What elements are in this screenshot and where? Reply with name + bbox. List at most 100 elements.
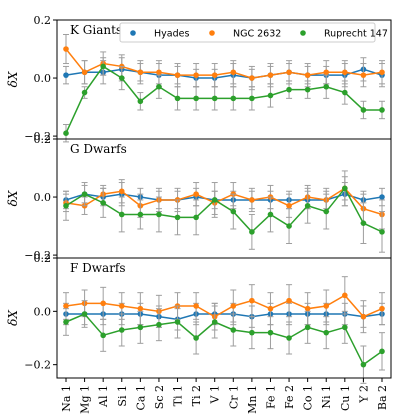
series-ngc-2632 xyxy=(63,34,385,91)
x-tick-label: Sc 2 xyxy=(153,385,166,409)
data-point xyxy=(249,197,255,203)
data-point xyxy=(193,191,199,197)
legend-label: Ruprecht 147 xyxy=(324,29,388,40)
x-tick-label: Cu 1 xyxy=(339,385,352,411)
data-point xyxy=(156,211,162,218)
legend: Hyades NGC 2632 Ruprecht 147 xyxy=(119,22,388,43)
panel-title: F Dwarfs xyxy=(70,261,126,275)
data-point xyxy=(81,89,88,96)
y-tick-label: −0.2 xyxy=(24,130,51,143)
panels: −0.2 0.0 0.2 δX K Giants −0.2 0.0 0.2 δX G Dwarfs… xyxy=(6,14,392,384)
data-point xyxy=(286,297,292,304)
y-tick-label: 0.0 xyxy=(34,72,52,85)
data-point xyxy=(63,130,69,136)
data-point xyxy=(342,185,348,192)
data-point xyxy=(100,63,106,70)
data-point xyxy=(230,327,237,333)
data-point xyxy=(379,305,385,312)
data-point xyxy=(118,327,125,333)
data-point xyxy=(156,83,162,90)
data-point xyxy=(156,321,162,328)
data-point xyxy=(323,303,330,309)
data-point xyxy=(379,107,385,113)
y-tick-label: −0.2 xyxy=(24,359,51,372)
legend-marker xyxy=(300,30,306,36)
data-point xyxy=(63,202,69,209)
data-point xyxy=(342,69,348,76)
data-point xyxy=(286,202,292,209)
data-point xyxy=(342,89,348,96)
data-point xyxy=(174,319,181,325)
data-point xyxy=(118,75,125,81)
y-tick-label: 0.0 xyxy=(34,191,52,204)
series-line xyxy=(65,187,383,216)
data-point xyxy=(267,329,274,336)
x-tick-label: Mn 1 xyxy=(246,385,259,414)
data-point xyxy=(342,324,348,331)
data-point xyxy=(118,303,125,309)
legend-label: NGC 2632 xyxy=(233,29,281,40)
data-point xyxy=(249,95,255,102)
data-point xyxy=(267,92,274,99)
series-ruprecht-147 xyxy=(63,170,385,253)
panel-frame xyxy=(56,257,392,379)
x-tick-label: Ni 1 xyxy=(320,385,333,409)
x-tick-label: Cr 1 xyxy=(227,385,240,409)
data-point xyxy=(137,211,144,218)
data-point xyxy=(379,69,385,76)
data-point xyxy=(304,324,311,331)
panel-title: K Giants xyxy=(70,23,122,37)
x-tick-label: Mg 1 xyxy=(79,385,92,414)
data-point xyxy=(249,297,255,304)
data-point xyxy=(286,223,292,229)
legend-entry: NGC 2632 xyxy=(209,29,281,40)
data-point xyxy=(193,303,199,309)
legend-marker xyxy=(130,30,136,36)
series-line xyxy=(65,186,383,233)
data-point xyxy=(379,229,385,235)
series-hyades xyxy=(63,182,385,210)
data-point xyxy=(360,220,367,226)
data-point xyxy=(304,72,311,78)
data-point xyxy=(81,191,88,197)
series-line xyxy=(65,193,383,201)
data-point xyxy=(193,335,199,341)
x-tick-label: Fe 2 xyxy=(283,385,296,409)
data-point xyxy=(193,95,199,102)
data-point xyxy=(230,69,237,76)
data-point xyxy=(211,197,218,203)
data-point xyxy=(63,46,69,52)
x-tick-label: Al 1 xyxy=(97,385,110,408)
data-point xyxy=(81,69,88,76)
panel-f-dwarfs: −0.2 0.0 0.2 δX F Dwarfs xyxy=(6,252,392,384)
y-axis-label: δX xyxy=(6,310,20,326)
x-tick-label: V 1 xyxy=(209,385,222,404)
data-point xyxy=(323,208,330,215)
data-point xyxy=(286,69,292,76)
data-point xyxy=(360,107,367,113)
data-point xyxy=(342,292,348,299)
data-point xyxy=(81,311,88,317)
panel-g-dwarfs: −0.2 0.0 0.2 δX G Dwarfs xyxy=(6,133,392,262)
data-point xyxy=(137,305,144,312)
y-tick-label: 0.2 xyxy=(34,14,52,27)
x-tick-label: Ba 2 xyxy=(376,385,389,410)
data-point xyxy=(100,200,106,206)
data-point xyxy=(63,72,69,78)
data-point xyxy=(379,348,385,355)
series-ngc-2632 xyxy=(63,276,385,334)
data-point xyxy=(118,188,125,195)
series-line xyxy=(66,313,383,321)
y-axis-label: δX xyxy=(6,71,20,87)
data-point xyxy=(304,86,311,93)
data-point xyxy=(304,305,311,312)
x-tick-label: Ti 1 xyxy=(172,385,185,406)
data-point xyxy=(267,211,274,218)
x-tick-label: Ti 2 xyxy=(190,385,203,406)
data-point xyxy=(379,194,385,200)
data-point xyxy=(230,95,237,102)
data-point xyxy=(193,72,199,78)
x-tick-label: Co 1 xyxy=(302,385,315,411)
series-line xyxy=(65,48,383,79)
x-tick-label: Si 1 xyxy=(116,385,129,407)
